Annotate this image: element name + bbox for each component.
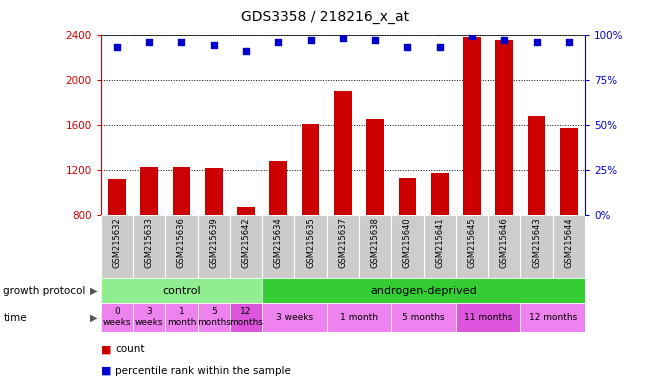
Bar xyxy=(165,303,198,332)
Text: count: count xyxy=(115,344,144,354)
Bar xyxy=(327,303,391,332)
Text: GSM215638: GSM215638 xyxy=(370,217,380,268)
Point xyxy=(434,44,445,50)
Bar xyxy=(560,128,578,215)
Text: GSM215637: GSM215637 xyxy=(339,217,347,268)
Bar xyxy=(552,215,585,278)
Bar xyxy=(140,167,158,215)
Point xyxy=(209,42,219,48)
Bar xyxy=(431,173,448,215)
Text: 1 month: 1 month xyxy=(340,313,378,322)
Bar xyxy=(205,168,222,215)
Point xyxy=(499,37,510,43)
Bar xyxy=(133,303,165,332)
Text: ▶: ▶ xyxy=(90,286,97,296)
Bar xyxy=(230,215,262,278)
Point xyxy=(112,44,122,50)
Bar xyxy=(173,167,190,215)
Text: GSM215645: GSM215645 xyxy=(467,217,476,268)
Bar xyxy=(230,303,262,332)
Bar xyxy=(198,215,230,278)
Bar xyxy=(262,278,585,303)
Bar xyxy=(367,119,384,215)
Bar xyxy=(327,215,359,278)
Bar xyxy=(262,303,327,332)
Point xyxy=(564,39,574,45)
Text: 0
weeks: 0 weeks xyxy=(103,308,131,327)
Text: GSM215640: GSM215640 xyxy=(403,217,412,268)
Point xyxy=(240,48,251,54)
Bar xyxy=(528,116,545,215)
Point xyxy=(531,39,541,45)
Text: androgen-deprived: androgen-deprived xyxy=(370,286,477,296)
Bar xyxy=(398,178,416,215)
Bar xyxy=(270,161,287,215)
Text: percentile rank within the sample: percentile rank within the sample xyxy=(115,366,291,376)
Point xyxy=(144,39,155,45)
Bar xyxy=(198,303,230,332)
Text: GSM215635: GSM215635 xyxy=(306,217,315,268)
Text: GSM215633: GSM215633 xyxy=(145,217,153,268)
Text: 1
month: 1 month xyxy=(167,308,196,327)
Text: GDS3358 / 218216_x_at: GDS3358 / 218216_x_at xyxy=(241,10,409,23)
Bar xyxy=(262,215,294,278)
Text: 12
months: 12 months xyxy=(229,308,263,327)
Text: 12 months: 12 months xyxy=(528,313,577,322)
Text: 3
weeks: 3 weeks xyxy=(135,308,163,327)
Point xyxy=(273,39,283,45)
Bar xyxy=(101,303,133,332)
Point xyxy=(402,44,413,50)
Bar xyxy=(463,37,481,215)
Text: GSM215643: GSM215643 xyxy=(532,217,541,268)
Text: GSM215642: GSM215642 xyxy=(242,217,250,268)
Text: growth protocol: growth protocol xyxy=(3,286,86,296)
Bar xyxy=(488,215,521,278)
Text: GSM215644: GSM215644 xyxy=(564,217,573,268)
Text: GSM215641: GSM215641 xyxy=(436,217,444,268)
Text: GSM215646: GSM215646 xyxy=(500,217,509,268)
Text: ■: ■ xyxy=(101,344,111,354)
Text: 11 months: 11 months xyxy=(464,313,512,322)
Bar xyxy=(302,124,319,215)
Point xyxy=(370,37,380,43)
Bar xyxy=(108,179,125,215)
Bar xyxy=(359,215,391,278)
Bar xyxy=(133,215,165,278)
Bar xyxy=(495,40,513,215)
Bar xyxy=(391,303,456,332)
Bar xyxy=(424,215,456,278)
Text: control: control xyxy=(162,286,201,296)
Text: GSM215632: GSM215632 xyxy=(112,217,122,268)
Point xyxy=(338,35,348,41)
Text: 3 weeks: 3 weeks xyxy=(276,313,313,322)
Text: ■: ■ xyxy=(101,366,111,376)
Bar xyxy=(391,215,424,278)
Text: GSM215636: GSM215636 xyxy=(177,217,186,268)
Point xyxy=(467,33,477,40)
Text: GSM215639: GSM215639 xyxy=(209,217,218,268)
Bar xyxy=(165,215,198,278)
Bar xyxy=(521,215,552,278)
Bar xyxy=(456,215,488,278)
Bar xyxy=(101,215,133,278)
Bar xyxy=(456,303,521,332)
Text: ▶: ▶ xyxy=(90,313,97,323)
Text: GSM215634: GSM215634 xyxy=(274,217,283,268)
Bar xyxy=(334,91,352,215)
Text: 5 months: 5 months xyxy=(402,313,445,322)
Point xyxy=(176,39,187,45)
Bar xyxy=(294,215,327,278)
Point xyxy=(306,37,316,43)
Bar xyxy=(101,278,262,303)
Bar xyxy=(521,303,585,332)
Text: time: time xyxy=(3,313,27,323)
Bar xyxy=(237,207,255,215)
Text: 5
months: 5 months xyxy=(197,308,231,327)
